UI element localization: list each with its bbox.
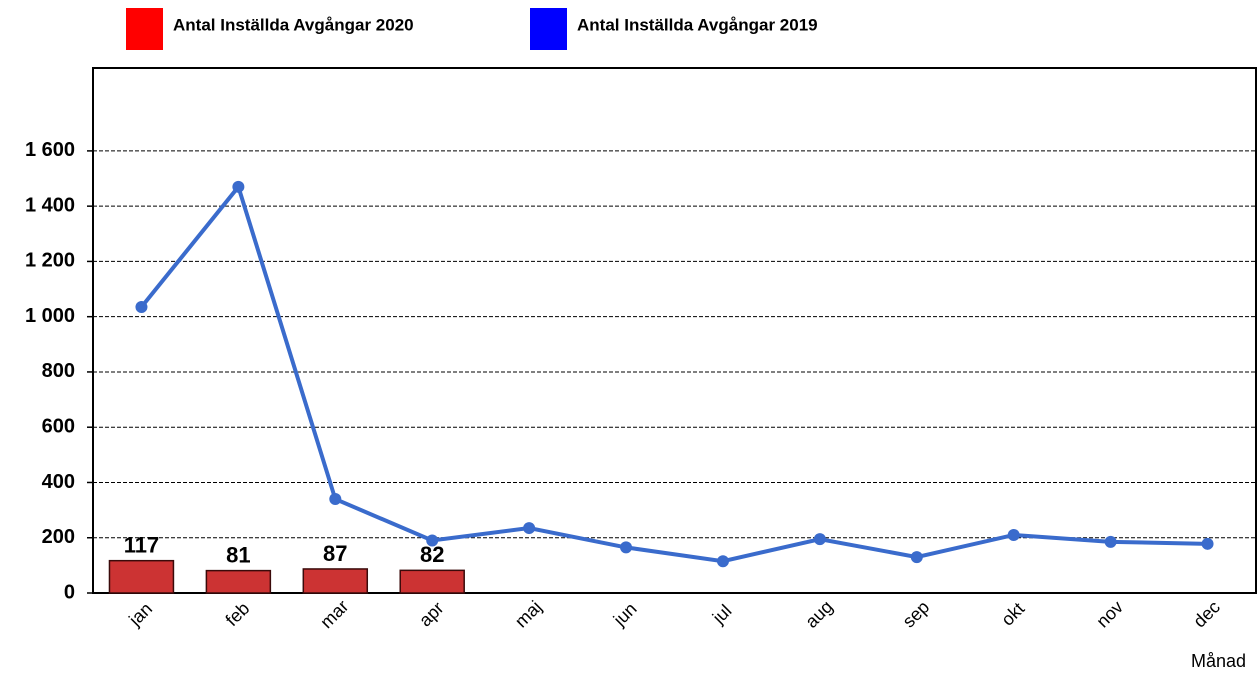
x-tick-label: maj [511, 597, 546, 632]
x-tick-label: dec [1189, 597, 1224, 632]
legend-label: Antal Inställda Avgångar 2019 [577, 15, 818, 34]
point [135, 301, 148, 314]
x-tick-label: sep [899, 597, 934, 632]
legend-swatch [530, 8, 567, 50]
y-tick-label: 0 [64, 581, 75, 603]
x-tick-label: feb [222, 598, 254, 630]
point [523, 522, 536, 535]
data-label: 81 [226, 542, 250, 567]
point [716, 555, 729, 568]
point [232, 180, 245, 193]
point [813, 533, 826, 546]
bar [399, 569, 465, 594]
x-tick-label: jan [124, 599, 156, 631]
point [1201, 537, 1214, 550]
point [426, 534, 439, 547]
point [1104, 535, 1117, 548]
bar [108, 559, 175, 594]
data-label: 87 [323, 541, 347, 566]
plot-border [92, 67, 1257, 594]
y-tick-label: 1 400 [25, 194, 75, 216]
x-tick-label: jul [708, 601, 736, 629]
y-tick-label: 400 [42, 471, 75, 493]
y-tick-label: 600 [42, 415, 75, 437]
x-axis-label: Månad [1191, 651, 1246, 671]
line [139, 182, 1208, 564]
y-tick-label: 1 200 [25, 250, 75, 272]
point [329, 493, 342, 506]
y-tick-label: 1 600 [25, 139, 75, 161]
x-tick-label: nov [1092, 597, 1127, 632]
data-label: 117 [124, 532, 160, 557]
x-tick-label: okt [997, 599, 1028, 630]
x-tick-label: mar [316, 596, 352, 632]
y-tick-label: 200 [42, 526, 75, 548]
bar [302, 568, 369, 594]
bar [205, 569, 272, 594]
legend-swatch [126, 8, 163, 50]
point [620, 541, 633, 554]
legend-label: Antal Inställda Avgångar 2020 [173, 15, 414, 34]
x-tick-label: apr [415, 598, 448, 631]
y-tick-label: 1 000 [25, 305, 75, 327]
point [1007, 528, 1020, 541]
y-tick-label: 800 [42, 360, 75, 382]
x-tick-label: aug [801, 596, 836, 631]
x-tick-label: jun [609, 599, 641, 631]
point [910, 551, 923, 564]
